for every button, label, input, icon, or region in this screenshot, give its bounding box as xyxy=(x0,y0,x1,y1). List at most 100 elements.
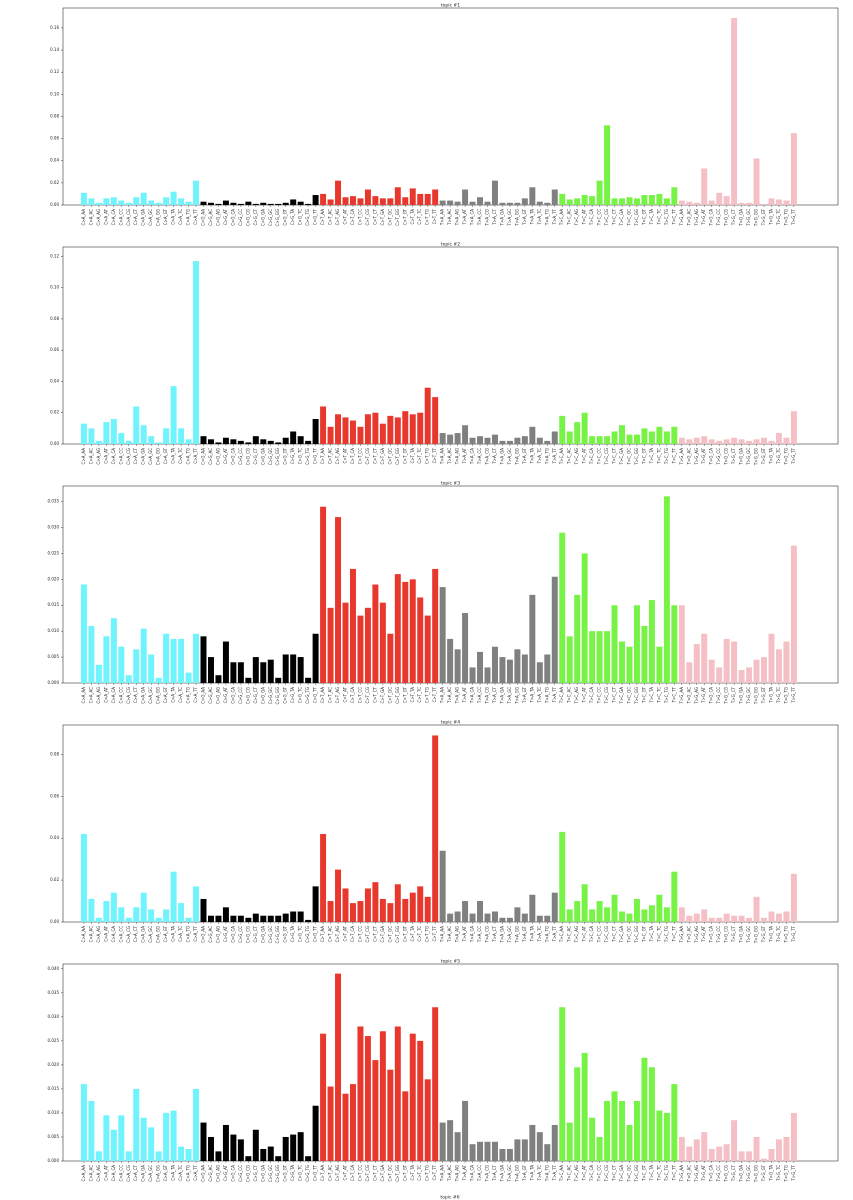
bar xyxy=(305,677,312,683)
bar xyxy=(394,1026,401,1161)
bar xyxy=(761,657,768,683)
bar xyxy=(267,440,274,444)
x-tick-label: T>C_AG xyxy=(574,209,579,226)
bar xyxy=(671,605,678,683)
bar xyxy=(222,1124,229,1161)
x-tick-label: C>T_GC xyxy=(387,1165,392,1182)
bar xyxy=(633,898,640,922)
x-tick-label: T>A_AA xyxy=(440,1165,445,1182)
bar xyxy=(529,187,536,205)
x-tick-label: C>T_CA xyxy=(350,209,355,225)
bar xyxy=(155,677,162,683)
x-tick-label: T>C_CG xyxy=(604,926,609,943)
x-tick-label: C>A_CA xyxy=(111,448,116,465)
bar xyxy=(574,422,581,444)
bar xyxy=(462,425,469,444)
bar xyxy=(349,903,356,922)
x-tick-label: T>G_GT xyxy=(761,925,766,943)
x-tick-label: T>G_CT xyxy=(731,925,736,943)
x-tick-label: C>T_TT xyxy=(432,1164,437,1180)
x-tick-label: T>C_AT xyxy=(582,686,587,703)
x-tick-label: C>G_GC xyxy=(268,926,273,943)
x-tick-label: C>T_AC xyxy=(328,687,333,703)
x-tick-label: C>A_TA xyxy=(171,209,176,225)
x-tick-label: C>A_AG xyxy=(96,687,101,704)
bar xyxy=(417,412,424,444)
x-tick-label: C>G_TG xyxy=(305,209,310,226)
bar xyxy=(349,420,356,444)
bar xyxy=(193,180,200,205)
bar xyxy=(409,188,416,205)
x-tick-label: T>G_GT xyxy=(761,447,766,465)
bar xyxy=(252,436,259,444)
x-tick-label: T>G_TA xyxy=(768,1165,773,1182)
x-tick-label: T>A_AT xyxy=(462,208,467,225)
bar xyxy=(611,1091,618,1161)
x-tick-label: C>T_AA xyxy=(320,926,325,942)
bar xyxy=(701,1132,708,1161)
x-tick-label: C>A_AT xyxy=(103,1164,108,1180)
bar xyxy=(514,907,521,922)
bar xyxy=(110,197,117,205)
x-tick-label: T>C_AA xyxy=(559,926,564,943)
bar xyxy=(312,195,319,205)
x-tick-label: T>G_TT xyxy=(791,208,796,225)
bar xyxy=(761,917,768,922)
x-tick-label: C>A_TG xyxy=(186,1165,191,1181)
bar xyxy=(499,917,506,922)
x-tick-label: C>T_TC xyxy=(417,687,422,703)
y-tick-label: 0.06 xyxy=(50,136,59,141)
x-tick-label: C>G_GG xyxy=(275,209,280,226)
bar xyxy=(746,917,753,922)
bar xyxy=(207,657,214,683)
bar xyxy=(678,1136,685,1161)
x-tick-label: C>A_TG xyxy=(186,926,191,942)
bar xyxy=(596,1136,603,1161)
bar xyxy=(342,888,349,922)
x-tick-label: C>G_GC xyxy=(268,209,273,226)
x-tick-label: C>T_GG xyxy=(395,1165,400,1182)
y-tick-label: 0.005 xyxy=(48,654,60,659)
bar xyxy=(454,201,461,205)
bar xyxy=(656,193,663,205)
bar xyxy=(731,437,738,444)
x-tick-label: C>T_GT xyxy=(402,208,407,225)
x-tick-label: T>G_AC xyxy=(686,926,691,944)
bar xyxy=(282,1136,289,1161)
bar xyxy=(260,1148,267,1161)
x-tick-label: T>C_AC xyxy=(567,1165,572,1182)
x-tick-label: T>A_GA xyxy=(499,1165,504,1183)
x-tick-label: C>G_AA xyxy=(201,926,206,943)
bar xyxy=(447,200,454,205)
bar xyxy=(462,189,469,205)
x-tick-label: T>A_TA xyxy=(529,448,534,465)
x-tick-label: T>G_CT xyxy=(731,1164,736,1182)
x-tick-label: T>G_CG xyxy=(724,209,729,227)
bar xyxy=(529,1124,536,1161)
bar xyxy=(462,1100,469,1161)
x-tick-label: T>C_AA xyxy=(559,209,564,226)
bar xyxy=(738,670,745,683)
x-tick-label: C>A_TT xyxy=(193,1164,198,1180)
x-tick-label: C>G_CA xyxy=(230,448,235,465)
x-tick-label: C>G_AC xyxy=(208,687,213,704)
bar xyxy=(312,418,319,444)
bar xyxy=(469,1144,476,1161)
bar xyxy=(237,203,244,205)
bar xyxy=(731,641,738,683)
bar xyxy=(394,417,401,444)
bar xyxy=(260,662,267,683)
x-tick-label: C>G_TT xyxy=(313,925,318,942)
bar xyxy=(491,180,498,205)
x-tick-label: C>A_AT xyxy=(103,925,108,941)
bar xyxy=(686,915,693,922)
bar xyxy=(731,1120,738,1161)
x-tick-label: T>C_TG xyxy=(664,687,669,704)
bar xyxy=(207,915,214,922)
x-tick-label: T>C_TA xyxy=(649,926,654,943)
x-tick-label: C>T_GA xyxy=(380,1165,385,1182)
x-tick-label: T>C_CG xyxy=(604,209,609,226)
x-tick-label: C>A_CA xyxy=(111,926,116,943)
bar xyxy=(574,1067,581,1161)
x-tick-label: C>T_TG xyxy=(425,687,430,703)
